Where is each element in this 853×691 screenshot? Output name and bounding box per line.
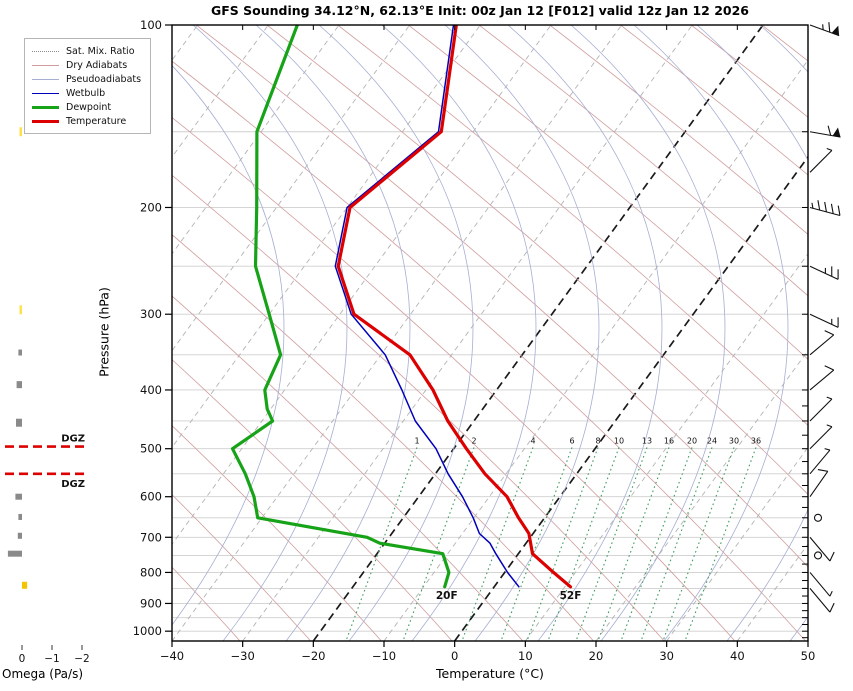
svg-text:20: 20: [687, 436, 697, 445]
svg-text:1000: 1000: [133, 624, 162, 638]
legend-item: Wetbulb: [32, 86, 141, 100]
isotherm-lines: [172, 25, 808, 641]
plot-border: [171, 24, 809, 642]
svg-text:−2: −2: [74, 653, 89, 665]
svg-text:20: 20: [589, 649, 604, 663]
svg-text:DGZ: DGZ: [61, 479, 85, 490]
svg-text:40: 40: [730, 649, 745, 663]
legend-item: Temperature: [32, 114, 141, 128]
svg-text:13: 13: [642, 436, 652, 445]
mixing-ratio-labels: 1 2 4 6 8 10 13 16 20 24 30 36: [414, 436, 761, 445]
temperature-curve: [336, 25, 573, 589]
legend-item: Sat. Mix. Ratio: [32, 44, 141, 58]
pressure-axis-label: Pressure (hPa): [96, 287, 112, 377]
svg-text:24: 24: [707, 436, 717, 445]
omega-axis-label: Omega (Pa/s): [2, 667, 84, 681]
dgz-annotation: DGZ DGZ: [5, 434, 85, 490]
svg-text:10: 10: [614, 436, 624, 445]
svg-text:50: 50: [801, 649, 816, 663]
svg-text:−1: −1: [44, 653, 59, 665]
svg-text:−40: −40: [160, 649, 184, 663]
svg-text:400: 400: [140, 383, 162, 397]
surface-value-labels: 20F 52F: [436, 590, 582, 602]
legend-line-sample-temperature: [32, 119, 59, 123]
legend-line-sample-dryadiabat: [32, 64, 59, 66]
axis-ticks: [165, 24, 809, 647]
svg-text:30: 30: [729, 436, 739, 445]
legend-item-label: Dewpoint: [66, 101, 112, 113]
svg-text:10: 10: [518, 649, 533, 663]
legend-item-label: Temperature: [66, 115, 127, 127]
legend-item: Dewpoint: [32, 100, 141, 114]
svg-text:30: 30: [659, 649, 674, 663]
svg-text:−20: −20: [301, 649, 325, 663]
temperature-axis-label: Temperature (°C): [436, 666, 544, 681]
legend-item-label: Pseudoadiabats: [66, 73, 142, 85]
legend-line-sample-wetbulb: [32, 92, 59, 94]
legend-line-sample-pseudoadiabat: [32, 78, 59, 80]
omega-axis: 0 −1 −2: [19, 645, 90, 665]
svg-text:900: 900: [140, 596, 162, 610]
wind-barbs: [809, 22, 841, 613]
svg-text:2: 2: [471, 436, 476, 445]
wetbulb-curve: [334, 25, 520, 588]
dewpoint-curve: [230, 25, 451, 589]
svg-text:600: 600: [140, 490, 162, 504]
svg-text:800: 800: [140, 565, 162, 579]
pseudoadiabat-lines: [172, 25, 808, 641]
svg-text:0: 0: [451, 649, 458, 663]
svg-text:700: 700: [140, 530, 162, 544]
legend-item-label: Dry Adiabats: [66, 59, 128, 71]
svg-text:300: 300: [140, 307, 162, 321]
svg-text:500: 500: [140, 442, 162, 456]
svg-text:20F: 20F: [436, 590, 458, 602]
legend-item-label: Wetbulb: [66, 87, 106, 99]
pressure-gridlines: [172, 131, 808, 632]
legend-line-sample-dewpoint: [32, 105, 59, 109]
svg-text:52F: 52F: [560, 590, 582, 602]
svg-text:200: 200: [140, 200, 162, 214]
svg-text:−10: −10: [372, 649, 396, 663]
svg-text:1: 1: [414, 436, 419, 445]
legend-item: Pseudoadiabats: [32, 72, 141, 86]
svg-text:DGZ: DGZ: [61, 434, 85, 445]
svg-text:−30: −30: [231, 649, 255, 663]
legend-line-sample-mixratio: [32, 50, 59, 52]
omega-bars: [7, 127, 28, 589]
axis-tick-labels: −40 −30 −20 −10 0 10 20 30 40 50 100 200 300 400 500 60…: [133, 18, 816, 663]
legend-item: Dry Adiabats: [32, 58, 141, 72]
chart-title: GFS Sounding 34.12°N, 62.13°E Init: 00z …: [210, 3, 750, 18]
svg-text:16: 16: [664, 436, 674, 445]
svg-text:6: 6: [569, 436, 574, 445]
svg-text:8: 8: [595, 436, 600, 445]
legend: Sat. Mix. Ratio Dry Adiabats Pseudoadiab…: [24, 38, 152, 134]
svg-text:0: 0: [19, 653, 26, 665]
svg-text:100: 100: [140, 18, 162, 32]
svg-text:36: 36: [751, 436, 761, 445]
mixing-ratio-lines: [345, 447, 757, 641]
legend-item-label: Sat. Mix. Ratio: [66, 45, 135, 57]
svg-text:4: 4: [530, 436, 535, 445]
